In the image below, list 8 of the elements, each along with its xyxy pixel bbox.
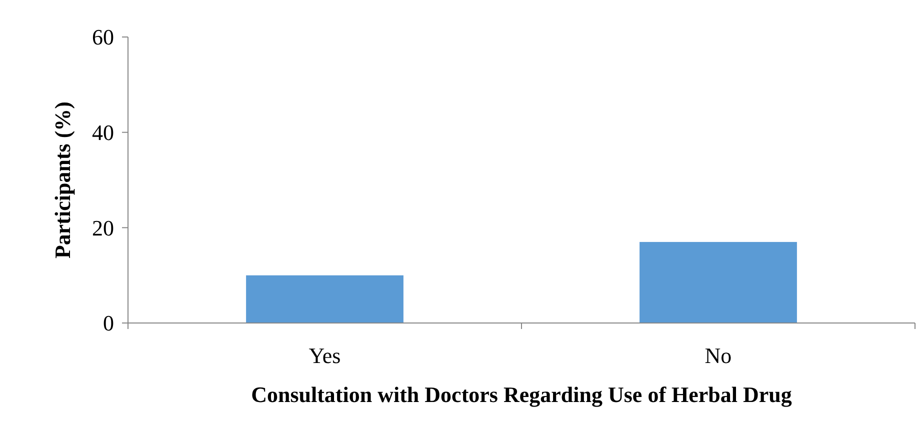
y-tick-label: 20 [92,215,114,240]
y-axis-title: Participants (%) [50,101,75,259]
x-tick-label: No [704,343,732,368]
y-tick-label: 0 [103,310,114,336]
x-axis-title: Consultation with Doctors Regarding Use of Herbal Drug [251,382,792,407]
x-tick-label: Yes [308,343,341,368]
y-tick-label: 60 [92,24,114,50]
y-tick-label: 40 [92,120,114,146]
